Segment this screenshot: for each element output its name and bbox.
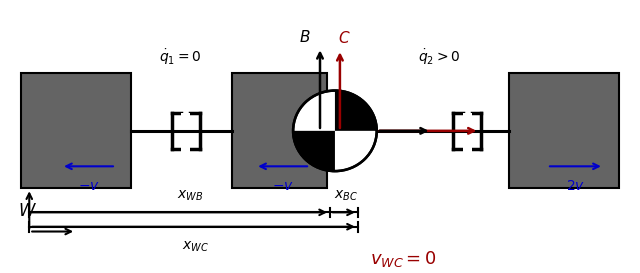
Wedge shape bbox=[335, 91, 377, 131]
Text: $-v$: $-v$ bbox=[272, 179, 294, 193]
Text: $v_{WC} = 0$: $v_{WC} = 0$ bbox=[370, 249, 436, 269]
Bar bbox=[232, 73, 327, 188]
Text: $B$: $B$ bbox=[298, 29, 310, 46]
Text: $W$: $W$ bbox=[18, 202, 36, 220]
Text: $2v$: $2v$ bbox=[566, 179, 586, 193]
Wedge shape bbox=[293, 131, 335, 171]
Bar bbox=[509, 73, 619, 188]
Text: $\dot{q}_1 = 0$: $\dot{q}_1 = 0$ bbox=[159, 47, 202, 67]
Text: $x_{BC}$: $x_{BC}$ bbox=[334, 188, 358, 203]
Text: $-v$: $-v$ bbox=[78, 179, 100, 193]
Text: $C$: $C$ bbox=[338, 31, 351, 46]
Text: $x_{WB}$: $x_{WB}$ bbox=[177, 188, 204, 203]
Bar bbox=[181, 113, 190, 185]
Text: $\dot{q}_2 > 0$: $\dot{q}_2 > 0$ bbox=[419, 47, 461, 67]
Bar bbox=[21, 73, 131, 188]
Bar bbox=[463, 113, 472, 185]
Text: $x_{WC}$: $x_{WC}$ bbox=[182, 239, 209, 254]
Circle shape bbox=[293, 91, 377, 171]
